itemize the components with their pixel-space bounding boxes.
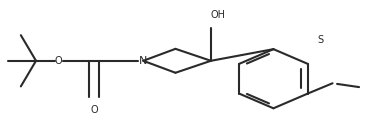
Text: OH: OH xyxy=(210,10,226,20)
Text: N: N xyxy=(139,56,147,66)
Text: O: O xyxy=(55,56,63,66)
Text: S: S xyxy=(317,35,323,45)
Text: O: O xyxy=(90,105,98,115)
